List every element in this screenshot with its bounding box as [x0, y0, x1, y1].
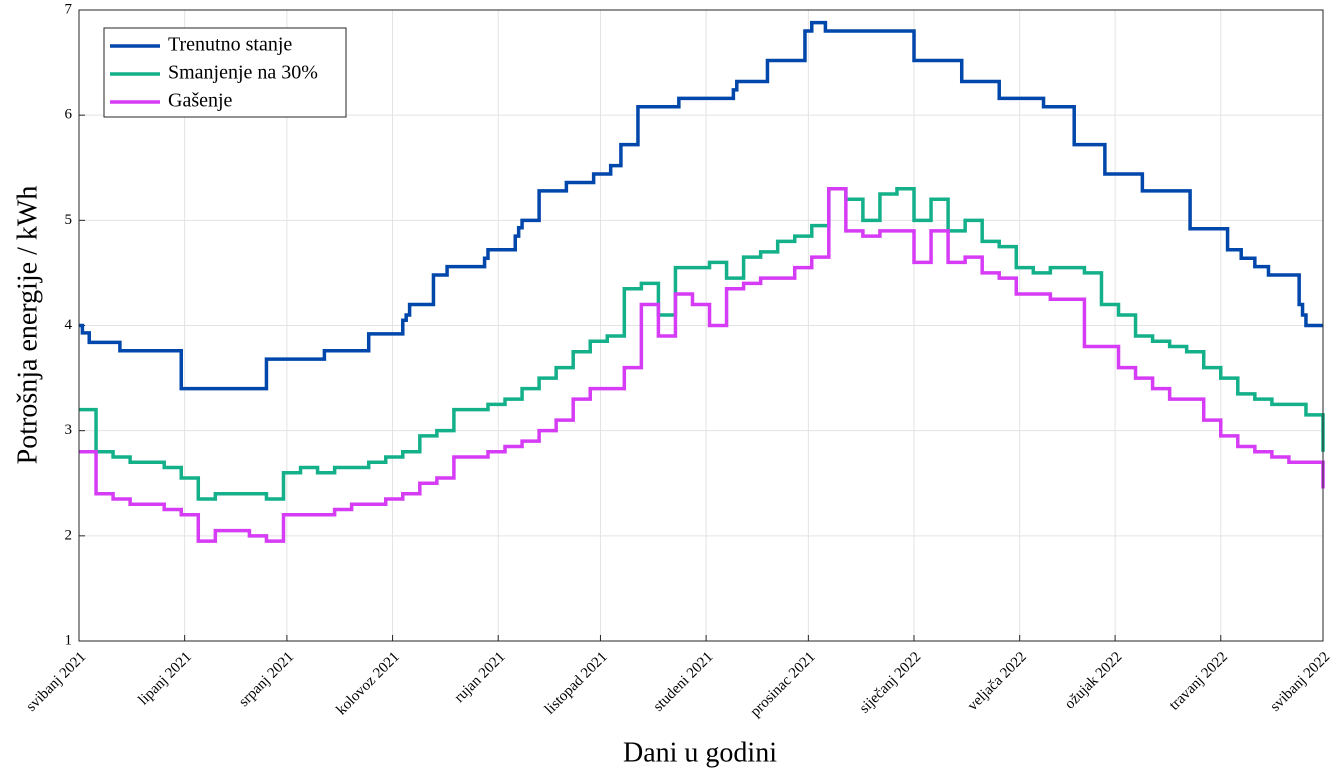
x-tick-label: ožujak 2022 — [1062, 649, 1125, 712]
x-tick-label: siječanj 2022 — [857, 649, 925, 717]
x-tick-label: srpanj 2021 — [236, 649, 297, 710]
x-tick-label: prosinac 2021 — [747, 649, 818, 720]
x-tick-label: lipanj 2021 — [136, 649, 195, 708]
legend: Trenutno stanje Smanjenje na 30% Gašenje — [103, 27, 347, 118]
x-tick-label: svibanj 2021 — [23, 649, 89, 715]
legend-label: Trenutno stanje — [168, 34, 292, 56]
x-tick-label: svibanj 2022 — [1267, 649, 1333, 715]
y-tick-label: 1 — [65, 632, 73, 648]
x-tick-label: rujan 2021 — [451, 649, 508, 706]
series-line — [79, 187, 1325, 543]
y-tick-label: 7 — [65, 1, 73, 17]
y-tick-label: 6 — [65, 107, 73, 123]
y-tick-label: 5 — [65, 212, 73, 228]
y-tick-label: 3 — [65, 422, 73, 438]
x-tick-label: studeni 2021 — [651, 649, 717, 715]
series-line — [79, 20, 1323, 391]
series-line — [79, 187, 1325, 501]
x-tick-label: kolovoz 2021 — [333, 649, 402, 718]
legend-label: Gašenje — [168, 90, 233, 112]
y-axis-label: Potrošnja energije / kWh — [12, 186, 43, 465]
x-tick-label: listopad 2021 — [542, 649, 611, 718]
plot-frame — [78, 9, 1324, 642]
x-tick-label: travanj 2022 — [1166, 649, 1231, 714]
y-tick-label: 2 — [65, 527, 73, 543]
x-tick-label: veljača 2022 — [965, 649, 1030, 714]
x-axis-label: Dani u godini — [623, 737, 777, 768]
y-tick-label: 4 — [65, 317, 73, 333]
legend-label: Smanjenje na 30% — [168, 62, 318, 84]
